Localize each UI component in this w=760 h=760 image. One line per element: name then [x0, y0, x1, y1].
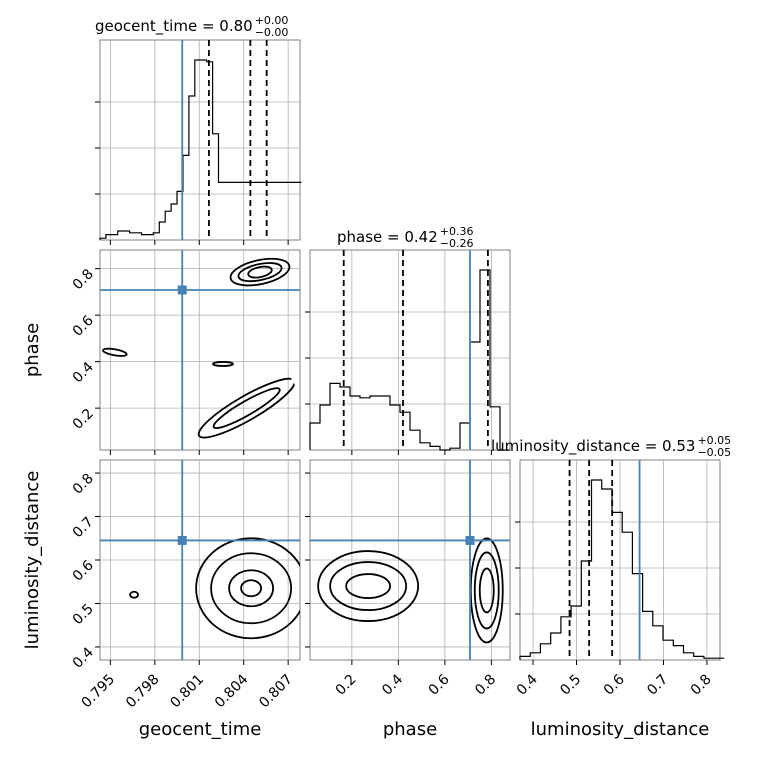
contour-phase-lumdist-right	[478, 567, 495, 614]
sample-point	[303, 585, 305, 587]
title-luminosity-distance: luminosity_distance = 0.53	[491, 437, 695, 456]
contour-geocent-phase-tail	[102, 347, 128, 357]
histogram-luminosity_distance	[519, 479, 725, 660]
grid-panel-geocent_time-vs-phase	[100, 250, 300, 450]
xticklabel-phase: 0.4	[379, 671, 406, 698]
xticklabel-geocent_time: 0.804	[212, 671, 252, 711]
title-geocent-time: geocent_time = 0.80	[95, 17, 253, 36]
xticklabel-luminosity_distance: 0.8	[688, 672, 715, 699]
truth-marker	[177, 535, 187, 545]
title-lower-error: −0.00	[255, 26, 289, 39]
sample-point	[91, 346, 93, 348]
contour-phase-lumdist-left	[345, 573, 392, 599]
axes-layer: 0.795 0.798 0.801 0.804 0.807 0.2 0.4 0.6 0.8 0.4…	[70, 39, 721, 712]
xlabel-phase: phase	[383, 719, 437, 740]
contour-geocent-phase-upper	[237, 262, 283, 283]
yticklabel-phase: 0.4	[70, 359, 97, 386]
xticklabel-geocent_time: 0.798	[123, 672, 163, 712]
contour-geocent-lumdist	[240, 579, 263, 598]
xticklabel-luminosity_distance: 0.5	[557, 672, 584, 699]
title-lower-error: −0.26	[440, 237, 474, 250]
contour-geocent-lumdist	[210, 552, 293, 625]
sample-point	[301, 574, 303, 576]
xticklabel-phase: 0.8	[472, 672, 499, 699]
title-upper-error: +0.00	[255, 14, 289, 27]
contour-geocent-lumdist	[195, 537, 300, 640]
yticklabel-luminosity_distance: 0.4	[70, 644, 97, 671]
sample-point	[304, 583, 306, 585]
yticklabel-phase: 0.8	[70, 266, 97, 293]
contour-geocent-phase-upper	[229, 257, 291, 287]
xticklabel-luminosity_distance: 0.7	[644, 672, 671, 699]
sample-point	[307, 577, 309, 579]
panel-geocent_time-vs-phase	[99, 249, 301, 451]
yticklabel-phase: 0.2	[70, 406, 97, 433]
contour-geocent-phase-band	[212, 387, 281, 429]
yticklabel-luminosity_distance: 0.8	[70, 471, 97, 498]
contour-geocent-phase-upper	[247, 265, 273, 279]
contour-geocent-lumdist	[228, 569, 275, 608]
truth-marker	[465, 535, 475, 545]
ylabel-luminosity-distance: luminosity_distance	[22, 471, 43, 650]
grid-panel-phase-vs-luminosity_distance	[310, 460, 510, 660]
contour-geocent-lumdist-tail	[129, 590, 139, 599]
yticklabel-luminosity_distance: 0.5	[70, 601, 97, 628]
title-lower-error: −0.05	[697, 446, 731, 459]
xticklabel-geocent_time: 0.795	[79, 672, 119, 712]
xticklabel-phase: 0.6	[426, 671, 453, 698]
histogram-phase	[309, 269, 510, 451]
title-phase: phase = 0.42	[337, 228, 438, 246]
sample-point	[307, 577, 309, 579]
grid-hist-panel-luminosity_distance	[520, 460, 720, 660]
xticklabel-phase: 0.2	[333, 672, 360, 699]
sample-point	[235, 671, 237, 673]
ylabel-phase: phase	[22, 323, 43, 377]
yticklabel-luminosity_distance: 0.7	[70, 514, 97, 541]
xticklabel-luminosity_distance: 0.6	[601, 671, 628, 698]
title-upper-error: +0.36	[440, 225, 474, 238]
title-upper-error: +0.05	[697, 434, 731, 447]
hist-panel-geocent_time	[99, 39, 301, 241]
xticklabel-geocent_time: 0.807	[256, 672, 296, 712]
sample-point	[304, 561, 306, 563]
xticklabel-luminosity_distance: 0.4	[514, 671, 541, 698]
xlabel-geocent-time: geocent_time	[139, 719, 262, 740]
contour-phase-lumdist-right	[473, 551, 500, 630]
contour-phase-lumdist-left	[329, 561, 408, 611]
xlabel-luminosity-distance: luminosity_distance	[531, 719, 710, 740]
sample-point	[302, 582, 304, 584]
yticklabel-luminosity_distance: 0.6	[70, 557, 97, 584]
marks-layer	[99, 40, 725, 660]
xticklabel-geocent_time: 0.801	[167, 672, 207, 712]
sample-point	[86, 342, 88, 344]
contour-phase-lumdist-left	[317, 550, 420, 622]
yticklabel-phase: 0.6	[70, 313, 97, 340]
sample-point	[303, 582, 305, 584]
sample-point	[305, 586, 307, 588]
sample-point	[195, 451, 197, 453]
grid-panel-geocent_time-vs-luminosity_distance	[100, 460, 300, 660]
truth-marker	[177, 285, 187, 295]
contour-geocent-phase-tail	[212, 361, 234, 367]
